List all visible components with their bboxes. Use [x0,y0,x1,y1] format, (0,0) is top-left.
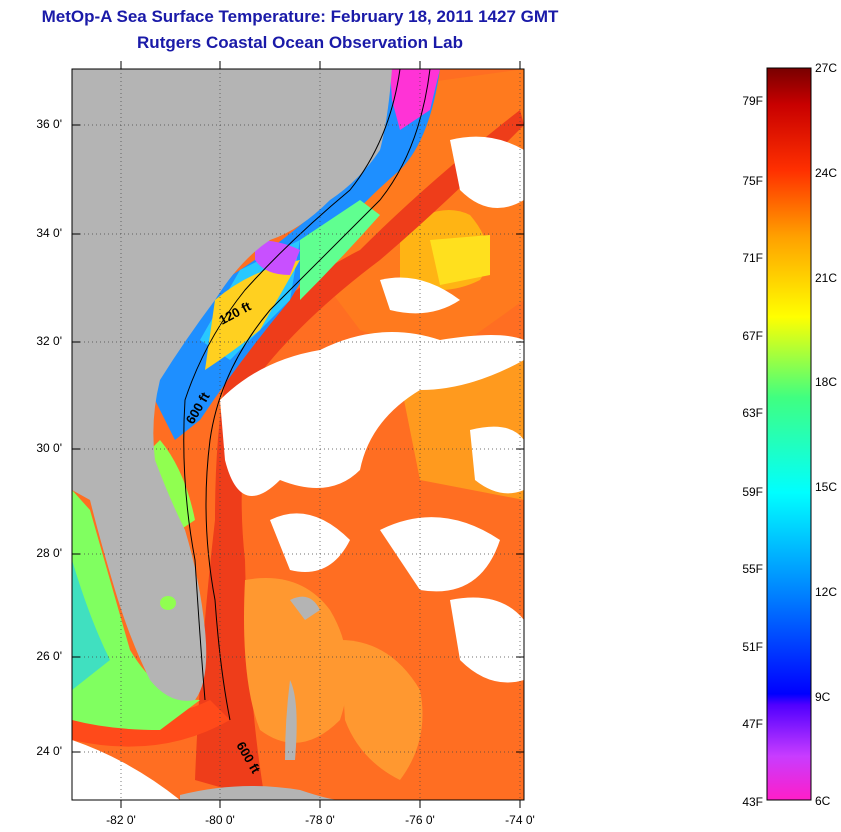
colorbar-celsius-label: 9C [815,690,831,704]
colorbar-fahrenheit-label: 67F [742,329,763,343]
cloud-patch-5 [450,597,524,683]
colorbar-fahrenheit-label: 47F [742,717,763,731]
bahamas-island-1 [290,596,320,620]
colorbar-celsius-label: 15C [815,480,838,494]
bahamas-bank-west [244,578,348,743]
map-subtitle: Rutgers Coastal Ocean Observation Lab [137,33,463,52]
cloud-patch-2 [450,136,524,208]
bahamas-bank-east [340,640,423,780]
colorbar-celsius-label: 24C [815,166,838,180]
graticule [72,69,524,800]
florida-coast-green [150,440,195,530]
cloud-patch-3 [270,513,350,572]
gulf-of-mexico-cyan [72,560,110,690]
lat-label: 24 0' [36,744,62,758]
cloud-patch-6 [470,426,524,494]
shelf-green [300,200,380,300]
colorbar-fahrenheit-label: 63F [742,406,763,420]
lat-label: 36 0' [36,117,62,131]
lat-label: 32 0' [36,334,62,348]
colorbar-fahrenheit-label: 51F [742,640,763,654]
colorbar [766,67,812,801]
colorbar-celsius-label: 18C [815,375,838,389]
lat-label: 34 0' [36,226,62,240]
contour-120ft [183,69,401,701]
colorbar-fahrenheit-label: 55F [742,562,763,576]
colorbar-celsius-label: 21C [815,271,838,285]
lake-okeechobee [160,596,176,610]
gulf-stream [195,110,524,800]
colorbar-celsius-label: 12C [815,585,838,599]
lon-label: -78 0' [305,813,335,827]
gulf-of-mexico-green [72,490,200,730]
map-area [72,69,524,800]
map-title: MetOp-A Sea Surface Temperature: Februar… [41,7,559,26]
lat-label: 30 0' [36,441,62,455]
lat-label: 28 0' [36,546,62,560]
lon-label: -82 0' [106,813,136,827]
shelf-yellow-band [205,260,300,370]
colorbar-celsius-label: 27C [815,61,838,75]
colorbar-fahrenheit-label: 43F [742,795,763,809]
andros-island [285,680,297,760]
colorbar-fahrenheit-label: 75F [742,174,763,188]
map-frame [71,68,525,801]
yellow-water [430,235,490,285]
contour-600ft [205,69,431,721]
cold-patch [255,240,300,275]
cloud-band-central [220,332,524,496]
axis-ticks [72,61,524,808]
cloud-patch-1 [380,277,460,314]
colorbar-celsius-label: 6C [815,794,831,808]
colorbar-fahrenheit-label: 71F [742,251,763,265]
lon-label: -74 0' [505,813,535,827]
lon-label: -80 0' [205,813,235,827]
lon-label: -76 0' [405,813,435,827]
cloud-patch-keys [72,740,180,800]
land-southeast-us [72,69,392,701]
lat-label: 26 0' [36,649,62,663]
colorbar-fahrenheit-label: 79F [742,94,763,108]
colorbar-fahrenheit-label: 59F [742,485,763,499]
